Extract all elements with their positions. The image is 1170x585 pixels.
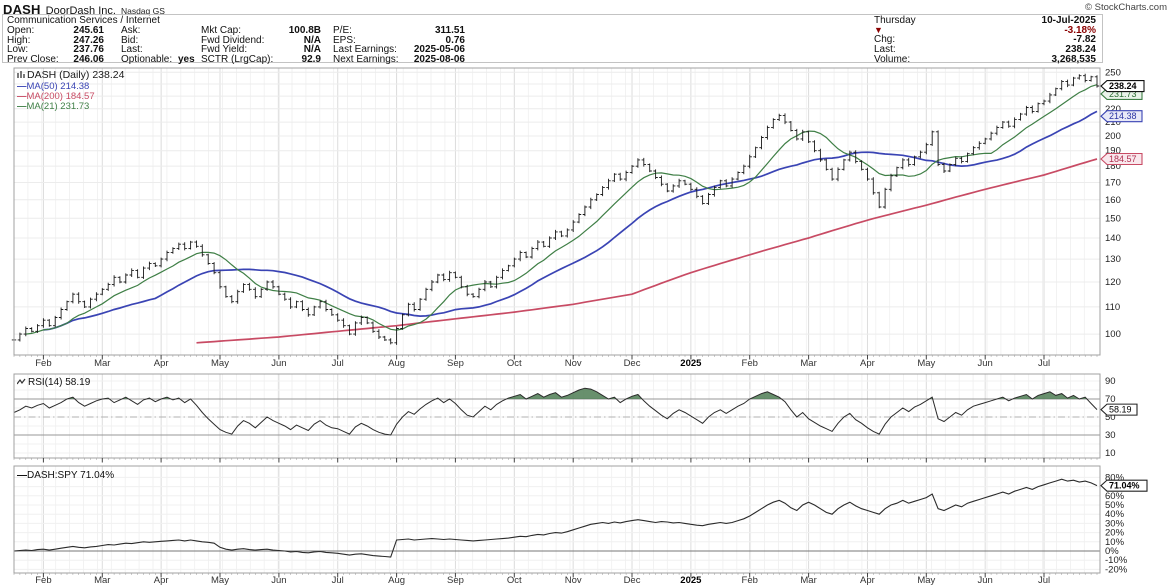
ratio-axis-label: 20%	[1105, 528, 1125, 539]
ratio-last-bubble	[1100, 479, 1148, 492]
panel-border-1	[13, 373, 1101, 459]
month-label: Oct	[507, 575, 522, 585]
month-ticks	[42, 355, 1045, 360]
panel-border-0	[13, 67, 1101, 356]
price-axis-label: 100	[1105, 329, 1121, 340]
month-label: May	[211, 358, 229, 369]
ma200-bubble	[1100, 152, 1143, 166]
month-label: Mar	[800, 575, 816, 585]
price-axis-label: 210	[1105, 117, 1121, 128]
price-axis-label: 200	[1105, 131, 1121, 142]
price-axis-label: 110	[1105, 302, 1120, 313]
price-axis-label: 180	[1105, 161, 1121, 172]
month-ticks	[42, 573, 1045, 578]
price-axis-label: 140	[1105, 233, 1121, 244]
month-label: Feb	[35, 575, 51, 585]
ratio-axis-label: 50%	[1105, 500, 1125, 511]
ma200-bubble-text: 184.57	[1109, 154, 1137, 164]
price-last-bubble-text: 238.24	[1109, 81, 1137, 91]
month-label: Jul	[332, 575, 344, 585]
month-label: Aug	[388, 358, 405, 369]
rsi-axis-label: 30	[1105, 430, 1116, 441]
month-label: Apr	[154, 358, 169, 369]
price-last-bubble	[1100, 79, 1145, 93]
ratio-axis-label: -10%	[1105, 555, 1128, 566]
month-label: 2025	[680, 575, 702, 585]
ratio-axis-label: 80%	[1105, 472, 1125, 483]
month-label: Mar	[94, 575, 110, 585]
month-label: Mar	[800, 358, 816, 369]
rsi-axis-label: 90	[1105, 376, 1116, 387]
ratio-axis-label: 30%	[1105, 518, 1125, 529]
price-axis-label: 190	[1105, 146, 1121, 157]
price-axis-label: 220	[1105, 104, 1121, 115]
price-axis-label: 150	[1105, 213, 1121, 224]
price-bars	[11, 73, 1100, 345]
price-axis-label: 130	[1105, 254, 1121, 265]
minor-ticks	[13, 355, 1098, 357]
month-label: Dec	[624, 575, 641, 585]
month-label: Sep	[447, 358, 464, 369]
ma50-bubble-text: 214.38	[1109, 111, 1137, 121]
rsi-axis-label: 50	[1105, 412, 1116, 423]
ratio-axis-label: 60%	[1105, 491, 1125, 502]
month-label: Apr	[860, 575, 875, 585]
rsi-axis-label: 10	[1105, 448, 1116, 459]
month-label: Nov	[565, 358, 582, 369]
ratio-axis-label: -20%	[1105, 564, 1128, 575]
month-label: Jun	[978, 358, 993, 369]
ratio-axis-label: 10%	[1105, 537, 1125, 548]
rsi-last-bubble-text: 58.19	[1109, 405, 1132, 415]
rsi-last-bubble	[1100, 403, 1138, 416]
ratio-last-bubble-text: 71.04%	[1109, 481, 1140, 491]
month-label: Jul	[1038, 575, 1050, 585]
month-label: Mar	[94, 358, 110, 369]
ratio-axis-label: 0%	[1105, 546, 1119, 557]
ratio-line	[13, 478, 1098, 558]
ma21-bubble-text: 231.73	[1109, 89, 1137, 99]
month-label: May	[917, 358, 935, 369]
ma21-line	[25, 84, 1098, 335]
month-label: Dec	[624, 358, 641, 369]
price-axis-label: 250	[1105, 67, 1121, 78]
price-axis-label: 120	[1105, 277, 1121, 288]
month-label: Jul	[332, 358, 344, 369]
month-label: Feb	[742, 358, 758, 369]
month-label: Jun	[978, 575, 993, 585]
ratio-axis-label: 40%	[1105, 509, 1125, 520]
panel-border-2	[13, 465, 1101, 574]
ma50-line	[43, 110, 1098, 331]
ma200-line	[196, 158, 1098, 344]
rsi-axis-label: 70	[1105, 394, 1116, 405]
month-label: Feb	[35, 358, 51, 369]
month-label: Oct	[507, 358, 522, 369]
price-axis-label: 160	[1105, 195, 1121, 206]
month-label: May	[917, 575, 935, 585]
month-label: Aug	[388, 575, 405, 585]
month-label: Feb	[742, 575, 758, 585]
minor-ticks	[13, 573, 1098, 575]
month-label: Apr	[154, 575, 169, 585]
month-label: 2025	[680, 358, 702, 369]
ma50-bubble	[1100, 110, 1143, 123]
month-label: Jun	[271, 358, 286, 369]
month-label: Nov	[565, 575, 582, 585]
price-axis-label: 170	[1105, 177, 1121, 188]
month-ticks	[42, 458, 1045, 463]
month-label: May	[211, 575, 229, 585]
month-label: Sep	[447, 575, 464, 585]
month-label: Jun	[271, 575, 286, 585]
month-label: Apr	[860, 358, 875, 369]
minor-ticks	[13, 458, 1098, 460]
month-label: Jul	[1038, 358, 1050, 369]
rsi-line	[13, 387, 1098, 436]
rsi-overbought-fill	[14, 388, 1097, 399]
